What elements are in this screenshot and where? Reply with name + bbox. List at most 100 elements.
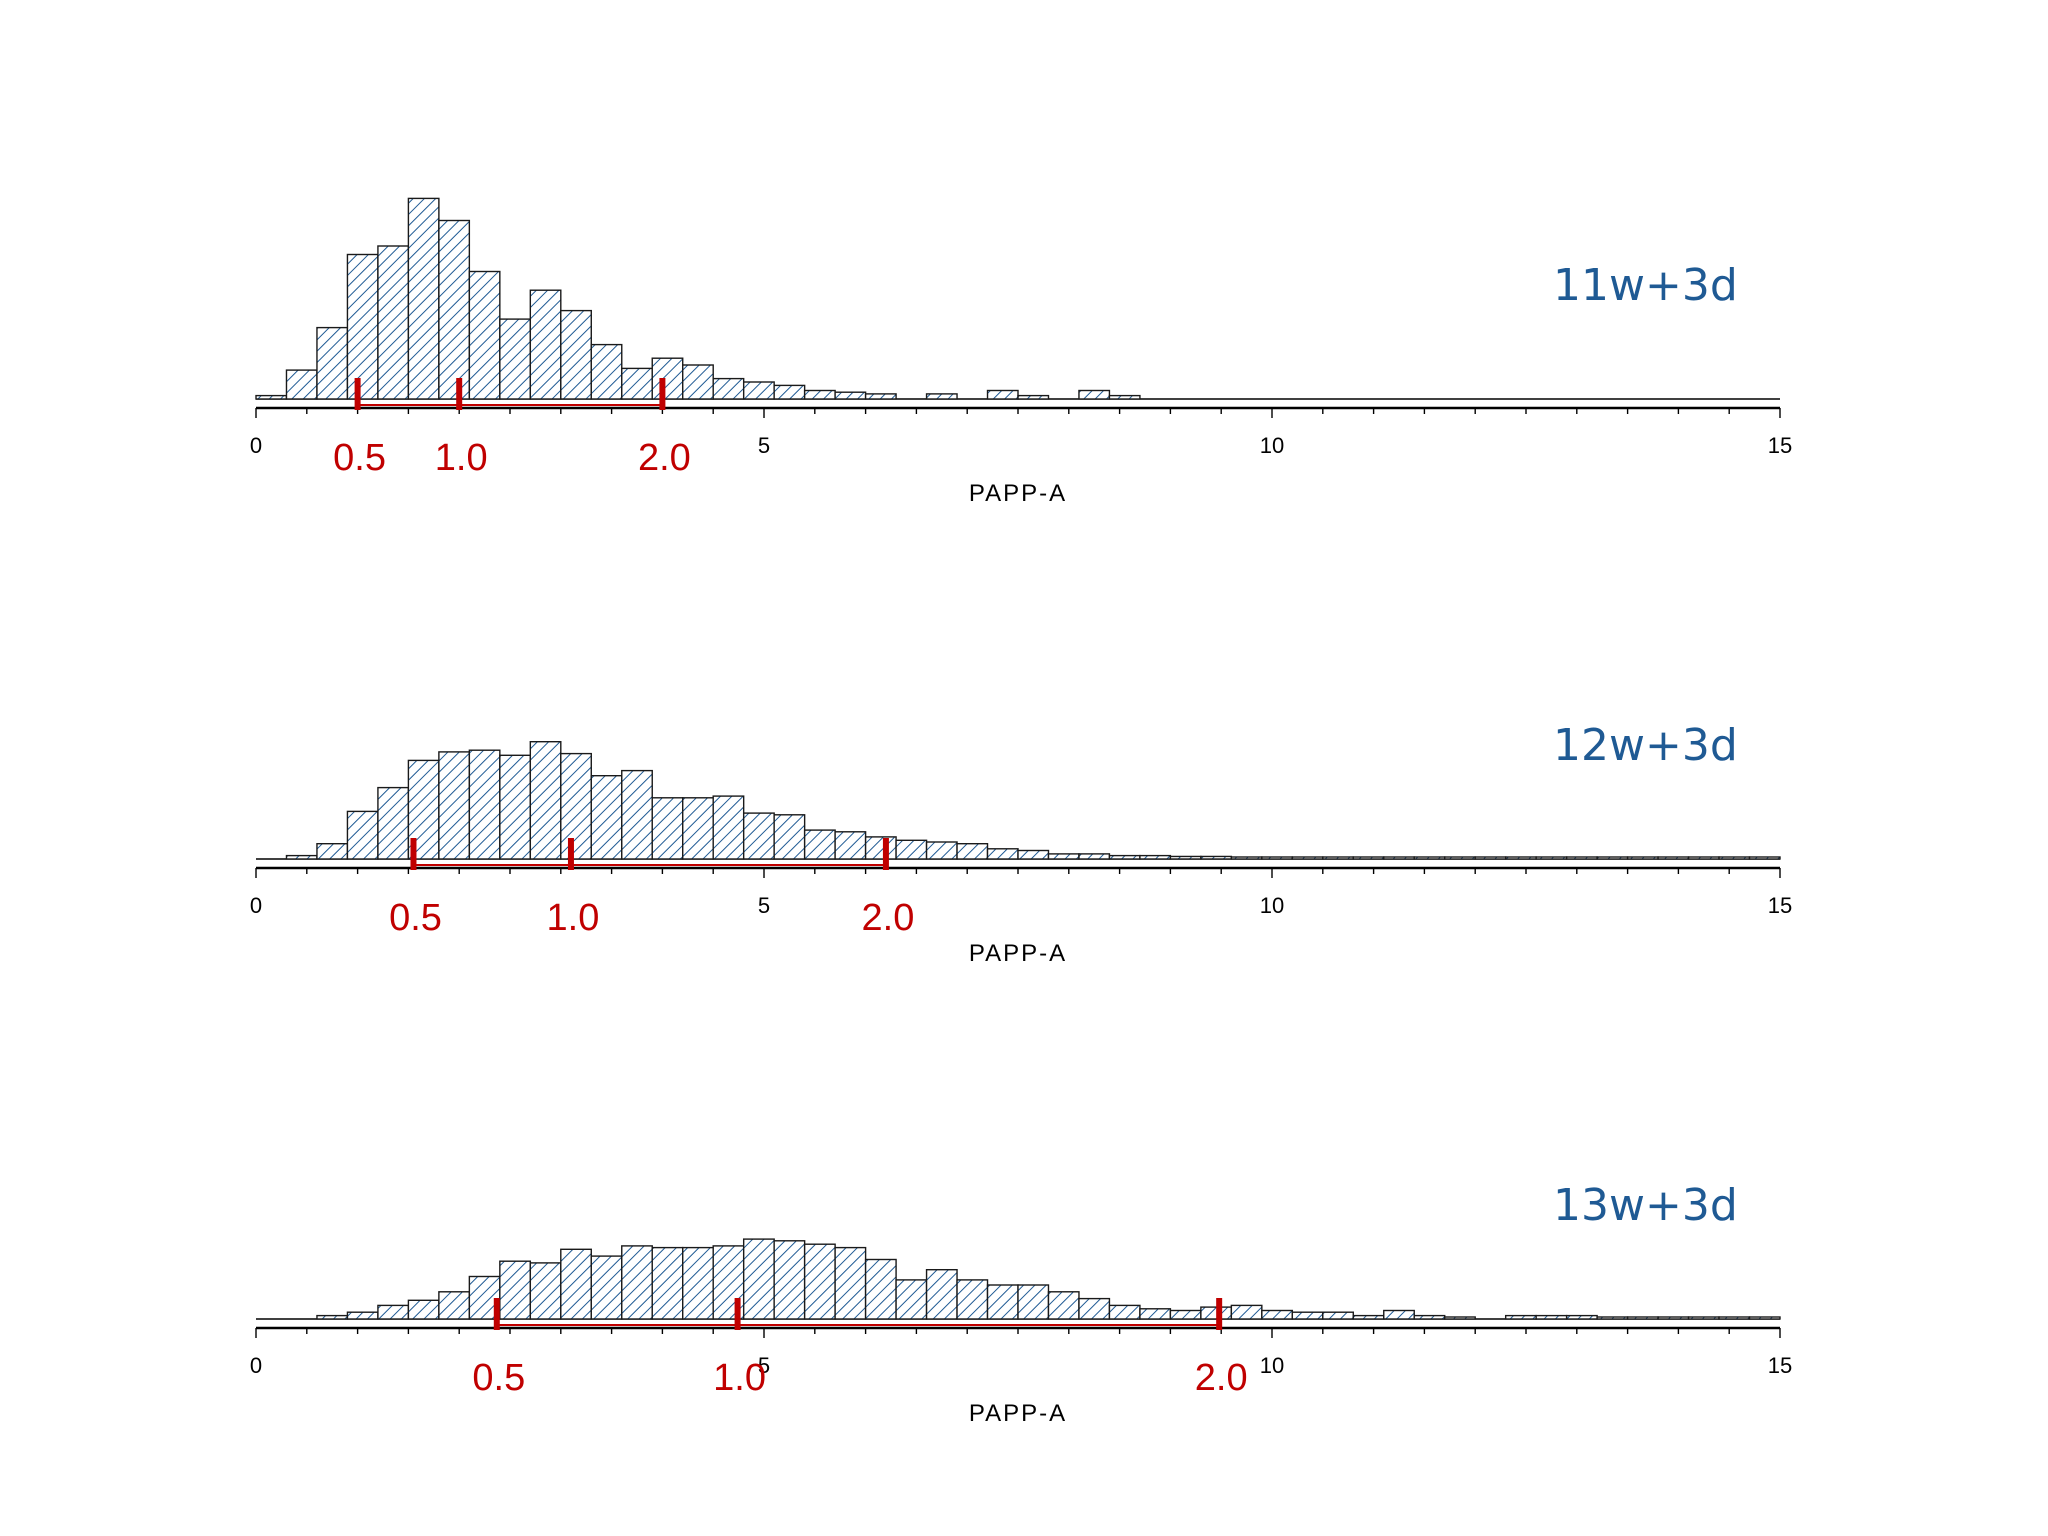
gestational-age-title: 12w+3d (1553, 720, 1738, 771)
histogram-bar (1200, 855, 1233, 860)
histogram-bar (438, 751, 471, 860)
x-tick-label: 10 (1260, 433, 1284, 458)
histogram-bar (346, 253, 379, 400)
x-tick-label: 0 (250, 433, 262, 458)
histogram-bar (1474, 856, 1507, 860)
gestational-age-title: 13w+3d (1553, 1180, 1738, 1231)
histogram-bar (529, 289, 562, 400)
histogram-bar (925, 393, 958, 400)
histogram-bar (1565, 1314, 1598, 1320)
x-tick-label: 0 (250, 893, 262, 918)
histogram-bar (377, 245, 410, 400)
x-tick-label: 5 (758, 893, 770, 918)
histogram-bar (529, 741, 562, 860)
histogram-bar (1291, 856, 1324, 860)
mom-marker-label: 1.0 (713, 1357, 766, 1399)
histogram-bar (407, 197, 440, 400)
histogram-bar (377, 786, 410, 860)
histogram-bar (742, 812, 775, 860)
histogram-bar (1626, 1316, 1659, 1320)
histogram-bar (682, 1246, 714, 1320)
histogram-bar (1687, 1316, 1720, 1320)
histogram-bar (438, 219, 471, 400)
histogram-bar (468, 270, 501, 400)
histogram-bar (1017, 1284, 1050, 1320)
histogram-bar (803, 1243, 836, 1320)
histogram-bar (285, 369, 318, 400)
x-tick-label: 5 (758, 1353, 770, 1378)
histogram-bar (255, 394, 288, 400)
histogram-bar (1108, 1304, 1141, 1320)
histogram-bar (682, 364, 714, 400)
histogram-bar (1169, 1309, 1202, 1320)
histogram-bar (1108, 854, 1141, 860)
histogram-bar (651, 1246, 684, 1320)
x-tick-label: 5 (758, 433, 770, 458)
histogram-bar (438, 1291, 471, 1320)
histogram-panel-3: 0 5 10 15 PAPP-A 0.5 1.0 2.0 13w+3d (250, 1180, 1792, 1427)
histogram-bar (285, 854, 318, 860)
histogram-bar (1261, 856, 1294, 860)
x-axis-title: PAPP-A (969, 480, 1067, 507)
histogram-panel-2: 0 5 10 15 PAPP-A 0.5 1.0 2.0 12w+3d (250, 720, 1792, 967)
histogram-bar (1626, 856, 1659, 860)
histogram-bar (651, 797, 684, 860)
histogram-bar (1261, 1309, 1294, 1320)
mom-marker-label: 0.5 (333, 437, 386, 479)
histogram-bar (925, 1268, 958, 1320)
histogram-bar (773, 1240, 806, 1320)
histogram-bar (1169, 855, 1202, 860)
histogram-bar (468, 749, 501, 860)
histogram-bar (1139, 1308, 1172, 1320)
histogram-bar (1352, 1314, 1385, 1320)
histogram-bar (1322, 1311, 1354, 1320)
histogram-bar (1230, 1304, 1263, 1320)
histogram-bar (1444, 1316, 1476, 1320)
mom-marker-label: 2.0 (638, 437, 691, 479)
histogram-bar (560, 752, 592, 860)
histogram-bar (346, 810, 379, 860)
histogram-bar (1504, 856, 1537, 860)
histogram-bar (712, 795, 745, 860)
x-tick-label: 15 (1768, 893, 1792, 918)
histogram-bar (1078, 1297, 1111, 1320)
histogram-bar (316, 843, 349, 860)
histogram-bar (499, 754, 532, 860)
histogram-bar (1017, 394, 1050, 400)
gestational-age-title: 11w+3d (1553, 260, 1738, 311)
histogram-bar (651, 357, 684, 400)
mom-marker-label: 2.0 (862, 897, 915, 939)
histogram-bar (621, 769, 653, 860)
histogram-bar (1413, 1314, 1446, 1320)
histogram-bar (986, 389, 1019, 400)
histogram-bar (1017, 849, 1050, 860)
histogram-bar (499, 1260, 532, 1320)
mom-marker-label: 1.0 (435, 437, 488, 479)
x-axis-title: PAPP-A (969, 940, 1067, 967)
histogram-bar (1718, 856, 1751, 860)
histogram-bar (1200, 1306, 1233, 1320)
histogram-bar (1444, 856, 1476, 860)
x-tick-label: 0 (250, 1353, 262, 1378)
x-axis-title: PAPP-A (969, 1400, 1067, 1427)
histogram-bar (834, 1246, 867, 1320)
mom-marker-label: 0.5 (389, 897, 442, 939)
histogram-bar (407, 1299, 440, 1320)
histogram-bar (1383, 856, 1415, 860)
histogram-bar (803, 389, 836, 400)
histogram-bar (956, 843, 989, 860)
mom-marker-label: 0.5 (472, 1357, 525, 1399)
histogram-panel-1: 0 5 10 15 PAPP-A 0.5 1.0 2.0 11w+3d (250, 197, 1792, 507)
histogram-bar (1078, 389, 1111, 400)
histogram-bar (316, 326, 349, 400)
histogram-bar (773, 384, 806, 400)
histogram-bar (377, 1304, 410, 1320)
x-tick-label: 10 (1260, 893, 1284, 918)
histogram-bar (925, 841, 958, 860)
histogram-bar (621, 1245, 653, 1320)
histogram-bar (1657, 1316, 1690, 1320)
histogram-bar (742, 381, 775, 400)
histogram-bar (864, 393, 897, 400)
histogram-bar (1565, 856, 1598, 860)
